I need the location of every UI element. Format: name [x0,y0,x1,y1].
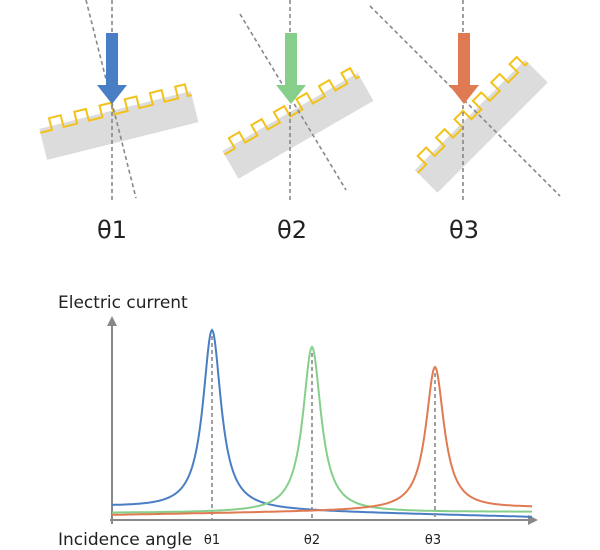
panel-label: θ2 [277,216,307,244]
graph: Electric current Incidence angle θ1 θ2 θ… [58,293,538,550]
x-axis-label: Incidence angle [58,530,192,550]
response-curve [112,345,532,514]
panel-1: θ1 [36,0,200,244]
panel-label: θ3 [449,216,479,244]
peak-label: θ2 [304,533,320,548]
peak-label: θ3 [425,533,441,548]
response-curve [112,365,532,516]
panel-2: θ2 [217,0,375,244]
panel-label: θ1 [97,216,127,244]
peak-label: θ1 [204,533,220,548]
panel-3: θ3 [369,0,561,244]
y-axis-label: Electric current [58,293,188,313]
